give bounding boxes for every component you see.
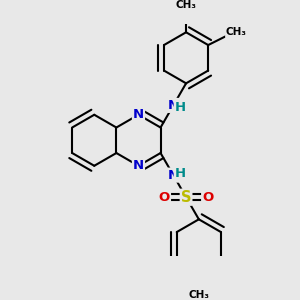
Text: O: O: [159, 191, 170, 204]
Text: H: H: [175, 167, 186, 180]
Text: H: H: [175, 101, 186, 114]
Text: S: S: [181, 190, 191, 205]
Text: N: N: [168, 169, 179, 182]
Text: N: N: [133, 108, 144, 121]
Text: CH₃: CH₃: [176, 0, 197, 10]
Text: CH₃: CH₃: [226, 27, 247, 37]
Text: N: N: [168, 99, 179, 112]
Text: O: O: [202, 191, 213, 204]
Text: N: N: [133, 159, 144, 172]
Text: CH₃: CH₃: [188, 290, 209, 300]
